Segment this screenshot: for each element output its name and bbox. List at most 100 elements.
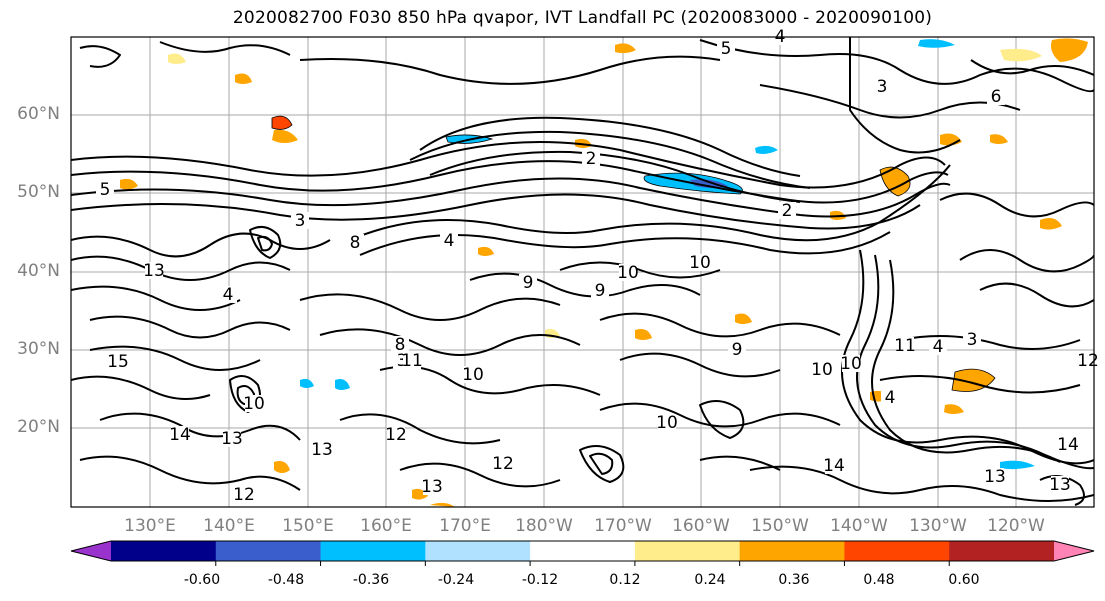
lon-label-130e: 130°E [124,516,176,536]
colorbar-segment [320,541,426,561]
contour-label: 10 [811,360,833,380]
contour-label-bg [778,202,796,219]
contour-label-bg [813,361,831,378]
contour-label-bg [387,426,405,443]
lon-label-130w: 130°W [909,516,967,536]
contour-label-bg [728,341,746,358]
contour-label-bg [1051,476,1069,493]
contour-label: 6 [991,87,1002,107]
contour-label-bg [619,264,637,281]
contour-label: 9 [523,273,534,293]
contour-label: 10 [243,394,265,414]
contour-label-bg [825,457,843,474]
contour-label-bg [391,336,409,353]
contour-label: 13 [221,429,243,449]
colorbar-segment [634,541,741,561]
contour-label: 4 [933,337,944,357]
contour-label-bg [96,181,114,198]
contour-label-bg [171,426,189,443]
contour-label: 3 [967,330,978,350]
lon-label-170e: 170°E [439,516,491,536]
contour-label-bg [403,352,421,369]
contour-label-bg [881,389,899,406]
lat-label-50n: 50°N [17,182,60,202]
contour-label-bg [235,486,253,503]
contour-label-bg [219,286,237,303]
contour-label: 2 [782,201,793,221]
contour-label-bg [963,331,981,348]
colorbar-tick-label: -0.36 [352,572,390,588]
colorbar-segment [530,541,636,561]
colorbar-tick-label: -0.60 [183,572,221,588]
contour-label: 4 [444,231,455,251]
contour-label-bg [440,232,458,249]
contour-label: 3 [397,351,408,371]
contour-label: 3 [295,211,306,231]
lon-label-160e: 160°E [360,516,412,536]
colorbar-tick-label: -0.12 [521,572,559,588]
colorbar-segment [425,541,531,561]
contour-label: 13 [1049,475,1071,495]
contour-label: 5 [100,180,111,200]
lat-label-30n: 30°N [17,339,60,359]
contour-label: 2 [586,149,597,169]
contour-label: 10 [656,413,678,433]
contour-label: 12 [385,425,407,445]
lon-label-150e: 150°E [282,516,334,536]
contour-label: 14 [169,425,191,445]
colorbar-extend-high [1054,541,1094,561]
contour-label-bg [873,78,891,95]
lon-label-170w: 170°W [594,516,652,536]
colorbar-segment [844,541,950,561]
ivt-contours [71,37,1094,506]
contour-label: 14 [1057,435,1079,455]
contour-label: 13 [143,261,165,281]
colorbar-tick-label: 0.36 [778,572,810,588]
contour-label: 9 [732,340,743,360]
contour-label-bg [987,88,1005,105]
contour-label-bg [145,262,163,279]
contour-label-bg [245,395,263,412]
contour-label: 11 [401,351,423,371]
colorbar-segment [111,541,217,561]
colorbar-segment [949,541,1055,561]
contour-label: 10 [840,354,862,374]
contour-label: 12 [233,485,255,505]
contour-label-bg [986,468,1004,485]
contour-label: 11 [894,336,916,356]
contour-label-bg [423,478,441,495]
contour-label: 3 [877,77,888,97]
lon-label-140e: 140°E [203,516,255,536]
contour-label-bg [346,234,364,251]
contour-label: 4 [223,285,234,305]
contour-label: 13 [984,467,1006,487]
contour-label-bg [658,414,676,431]
plot-border [70,36,1095,508]
lon-label-120w: 120°W [987,516,1045,536]
contour-label: 15 [107,352,129,372]
contour-label-bg [109,353,127,370]
colorbar [70,540,1095,566]
contour-label: 12 [492,454,514,474]
contour-label: 13 [421,477,443,497]
contour-label-bg [1059,436,1077,453]
contour-label-bg [1079,352,1097,369]
contour-label: 8 [395,335,406,355]
colorbar-tick-label: -0.24 [437,572,475,588]
lat-label-60n: 60°N [17,104,60,124]
contour-labels: 5432254343131513141312121011131210109101… [96,27,1099,505]
colorbar-extend-low [71,541,111,561]
contour-label: 12 [1077,351,1099,371]
contour-label-bg [717,40,735,57]
contour-label: 8 [350,233,361,253]
contour-label: 10 [689,253,711,273]
contour-label-bg [929,338,947,355]
contour-label: 5 [721,39,732,59]
shading-outlines [271,115,996,392]
contour-label: 9 [595,281,606,301]
colorbar-tick-label: 0.24 [694,572,726,588]
contour-label-bg [591,282,609,299]
contour-label-bg [291,212,309,229]
contour-label-bg [519,274,537,291]
contour-label-bg [223,430,241,447]
